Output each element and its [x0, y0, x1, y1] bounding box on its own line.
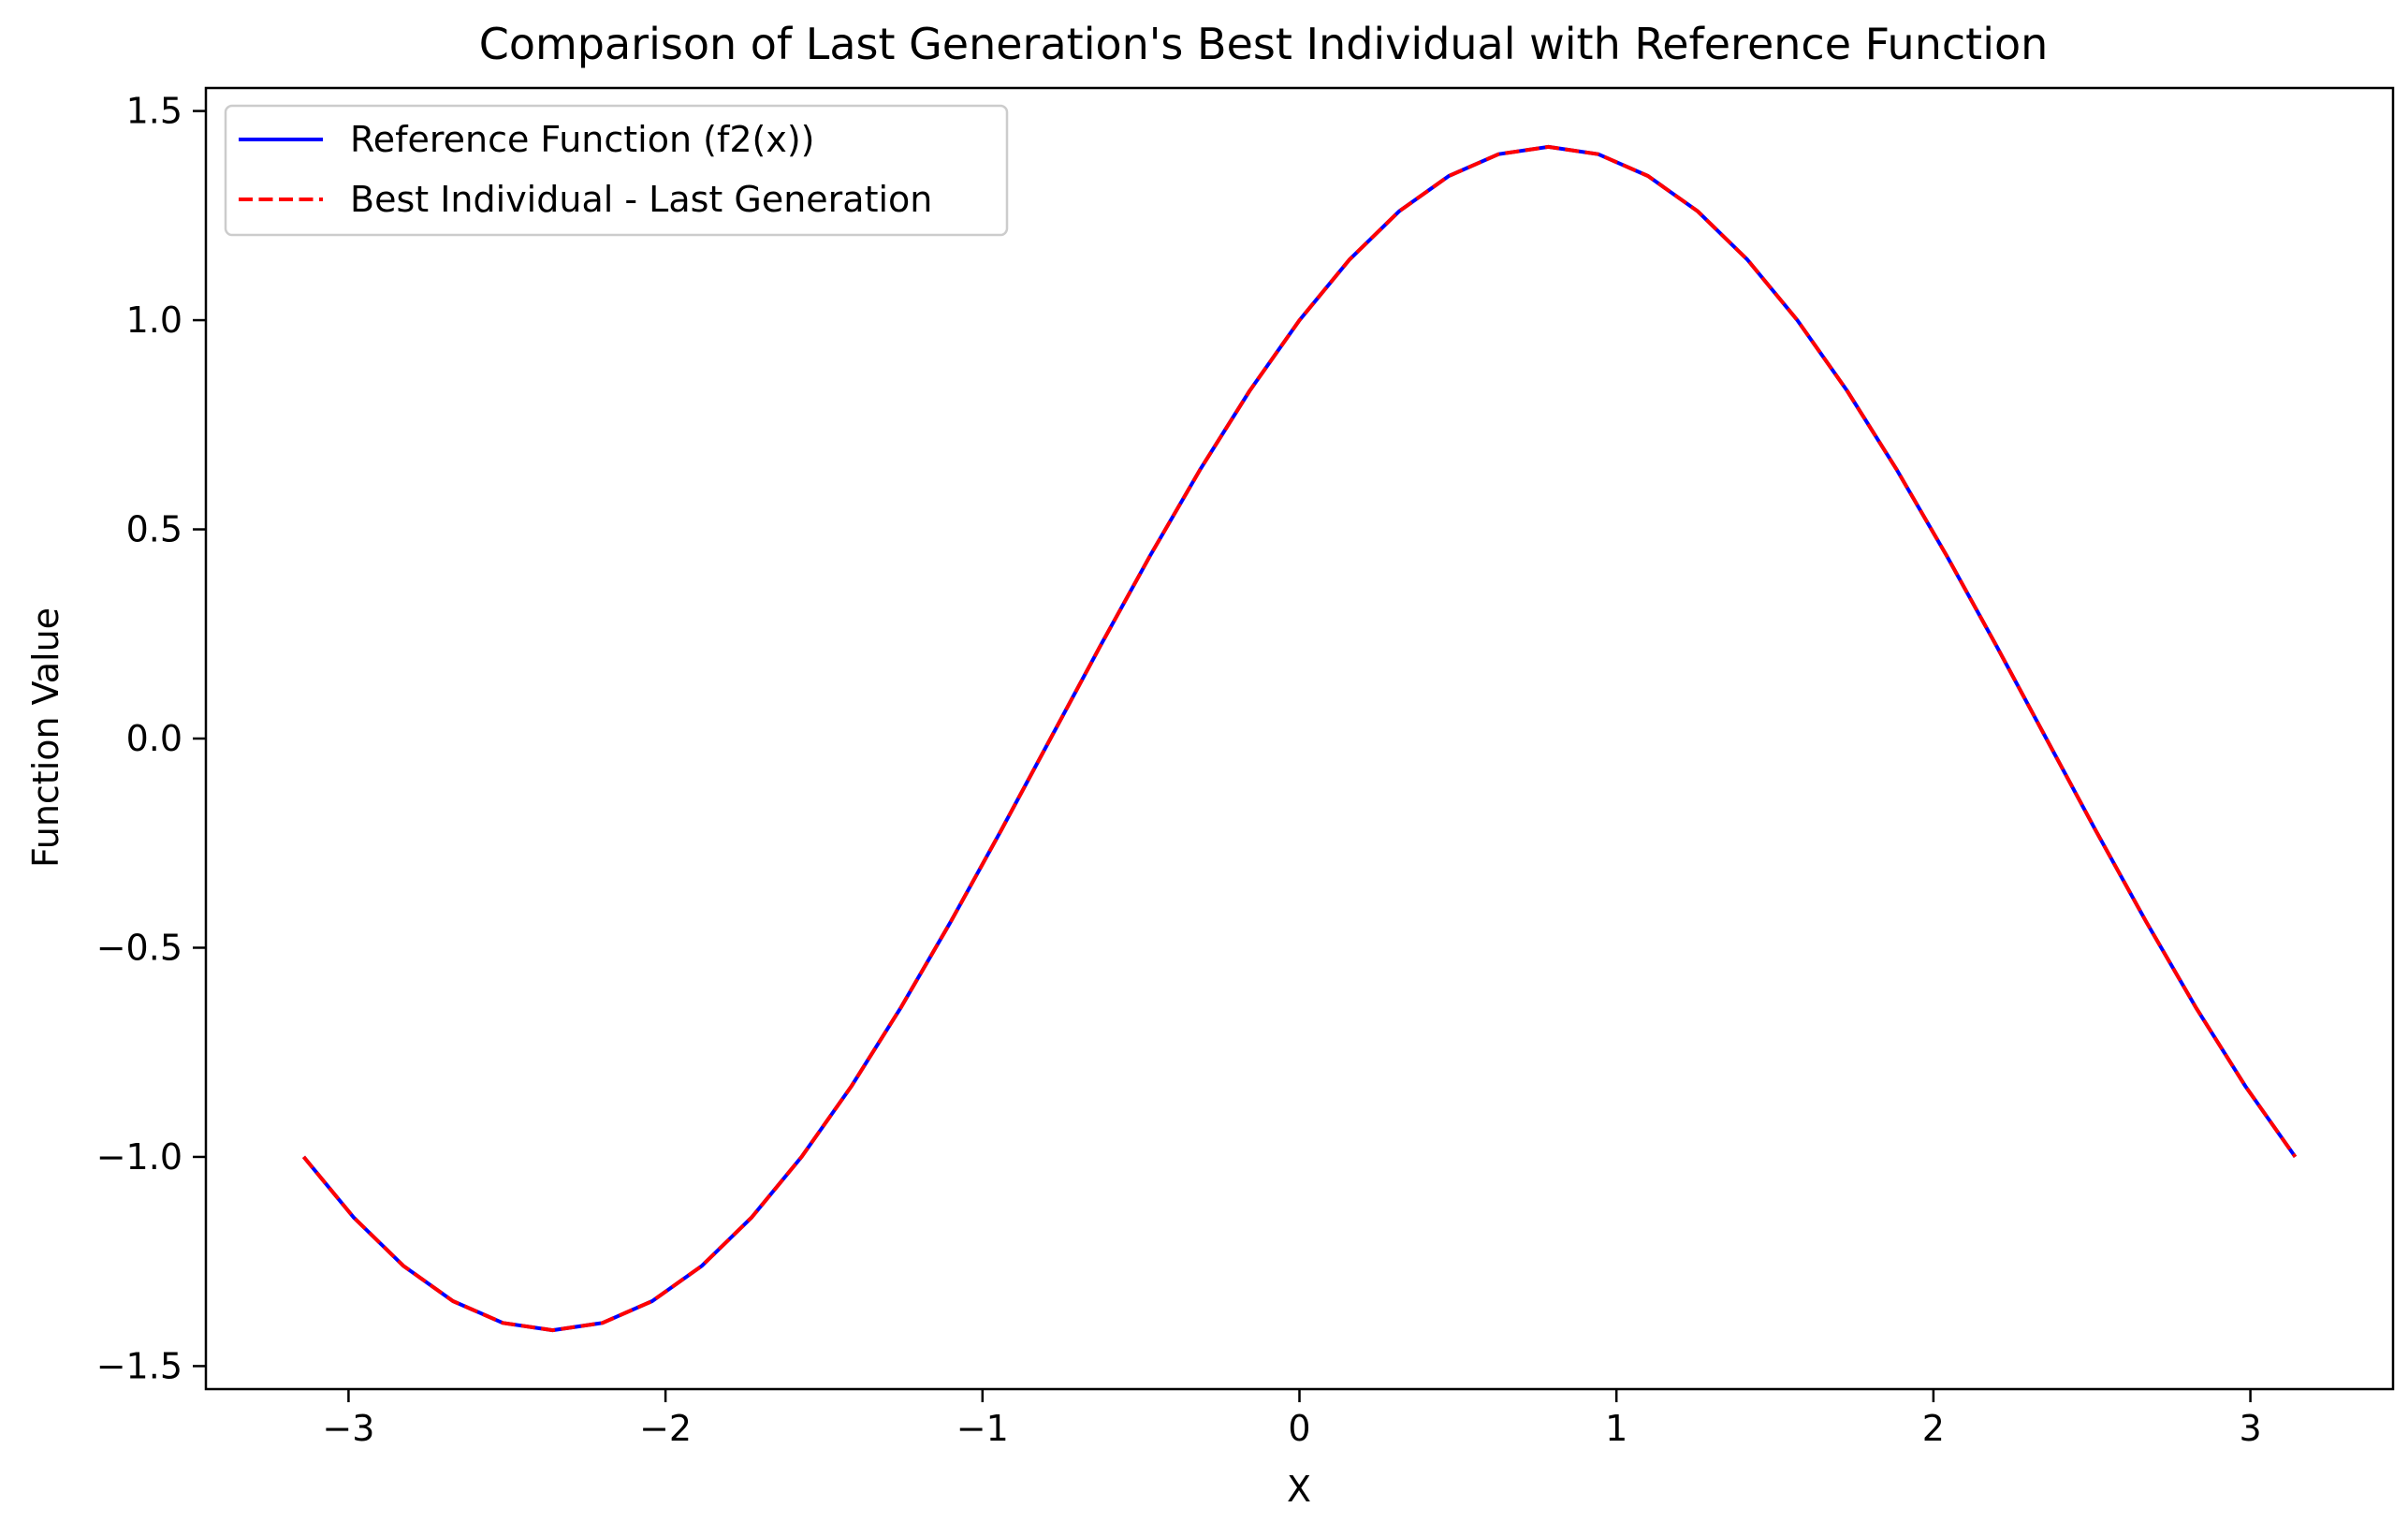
y-tick-label: 0.5	[126, 509, 182, 550]
x-tick-label: −2	[639, 1408, 692, 1449]
y-tick-label: 0.0	[126, 718, 182, 759]
legend-box	[224, 104, 1009, 237]
best-individual-line	[301, 144, 2298, 1333]
x-tick-label: 0	[1288, 1408, 1310, 1449]
chart-title: Comparison of Last Generation's Best Ind…	[479, 19, 2049, 69]
legend-label-best-individual: Best Individual - Last Generation	[350, 179, 932, 220]
plot-series	[301, 144, 2298, 1333]
legend: Reference Function (f2(x)) Best Individu…	[224, 104, 1009, 237]
x-tick-label: 1	[1605, 1408, 1627, 1449]
legend-label-reference: Reference Function (f2(x))	[350, 119, 815, 160]
x-tick-label: −3	[322, 1408, 374, 1449]
x-tick-label: 3	[2239, 1408, 2261, 1449]
y-tick-label: −1.0	[96, 1136, 182, 1178]
x-tick-label: 2	[1922, 1408, 1945, 1449]
x-axis: −3 −2 −1 0 1 2 3	[322, 1389, 2262, 1449]
y-tick-label: −1.5	[96, 1345, 182, 1386]
x-axis-label: X	[1287, 1469, 1311, 1510]
y-tick-label: 1.5	[126, 91, 182, 132]
y-axis-label: Function Value	[25, 607, 66, 868]
x-tick-label: −1	[956, 1408, 1009, 1449]
plot-frame	[204, 86, 2395, 1391]
y-tick-label: −0.5	[96, 927, 182, 968]
y-axis: 1.5 1.0 0.5 0.0 −0.5 −1.0 −1.5	[96, 91, 206, 1386]
y-tick-label: 1.0	[126, 300, 182, 341]
